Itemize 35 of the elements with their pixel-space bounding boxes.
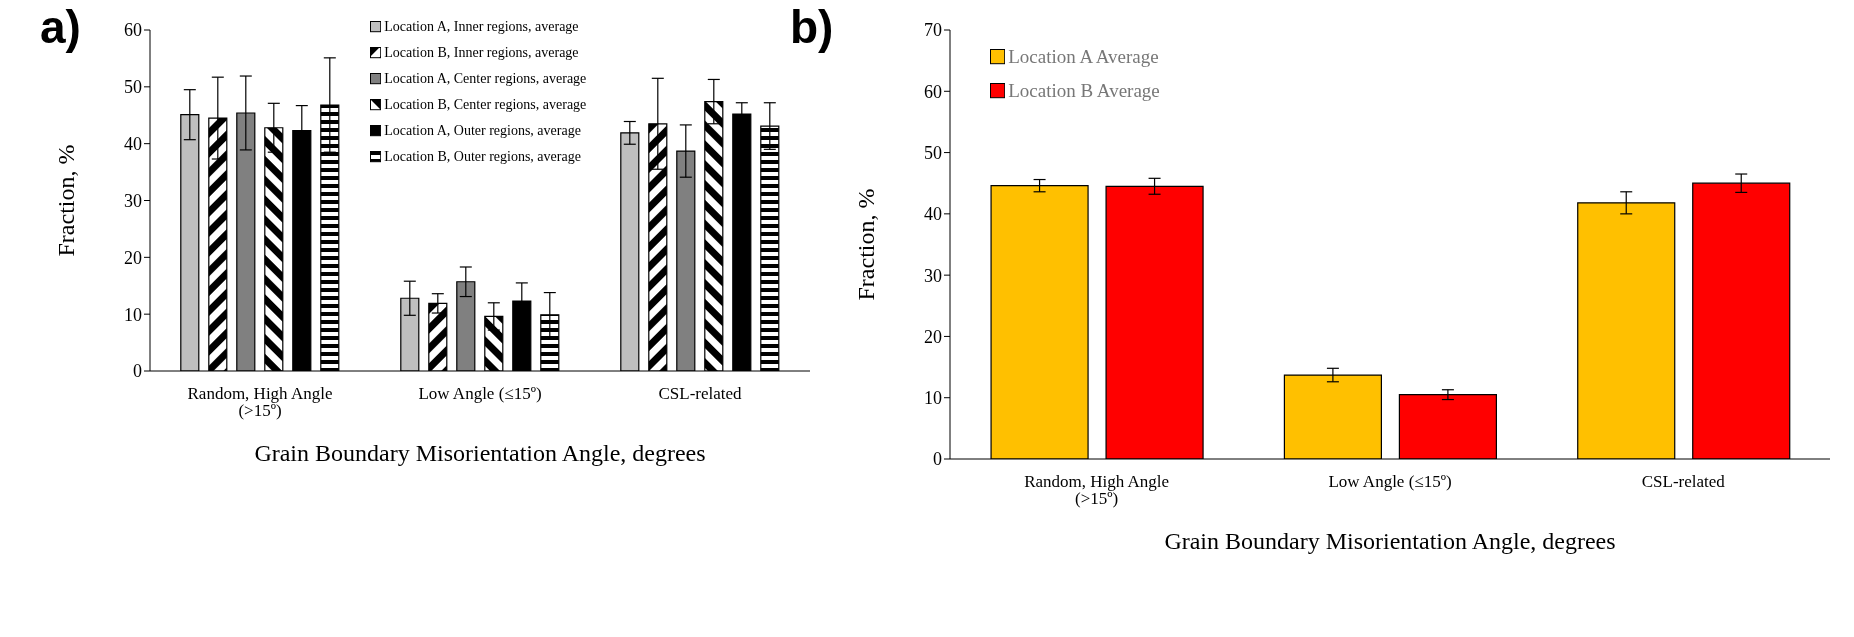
y-tick-label: 40	[924, 204, 942, 225]
legend-label: Location B, Center regions, average	[384, 96, 587, 114]
y-tick-label: 10	[124, 304, 142, 325]
legend-label: Location A, Center regions, average	[384, 70, 587, 88]
x-tick-label: CSL-related	[658, 384, 743, 404]
y-tick-label: 60	[124, 20, 142, 41]
legend-label: Location A, Inner regions, average	[384, 18, 579, 36]
x-tick-label: Low Angle (≤15º)	[1328, 472, 1452, 492]
x-tick-label: CSL-related	[1641, 472, 1726, 492]
chart-title: a)	[40, 0, 81, 54]
x-axis-title: Grain Boundary Misorientation Angle, degrees	[254, 440, 706, 466]
y-tick-label: 50	[124, 77, 142, 98]
y-tick-label: 30	[924, 265, 942, 286]
legend-label: Location A Average	[1008, 45, 1159, 69]
legend-label: Location B, Inner regions, average	[384, 44, 579, 62]
y-tick-label: 0	[933, 449, 942, 470]
legend-label: Location B, Outer regions, average	[384, 148, 581, 166]
y-tick-label: 50	[924, 142, 942, 163]
y-tick-label: 30	[124, 190, 142, 211]
legend-label: Location B Average	[1008, 79, 1160, 103]
chart-title: b)	[790, 0, 834, 54]
y-tick-label: 10	[924, 388, 942, 409]
y-tick-label: 40	[124, 134, 142, 155]
y-tick-label: 0	[133, 361, 142, 382]
y-tick-label: 70	[924, 20, 942, 41]
y-axis-title: Fraction, %	[852, 188, 879, 301]
legend-label: Location A, Outer regions, average	[384, 122, 581, 140]
x-tick-label: Random, High Angle (>15º)	[1024, 472, 1170, 509]
y-axis-title: Fraction, %	[52, 144, 79, 257]
x-tick-label: Random, High Angle (>15º)	[187, 384, 333, 421]
x-axis-title: Grain Boundary Misorientation Angle, degrees	[1164, 528, 1616, 554]
y-tick-label: 20	[124, 247, 142, 268]
y-tick-label: 60	[924, 81, 942, 102]
y-tick-label: 20	[924, 326, 942, 347]
x-tick-label: Low Angle (≤15º)	[418, 384, 542, 404]
